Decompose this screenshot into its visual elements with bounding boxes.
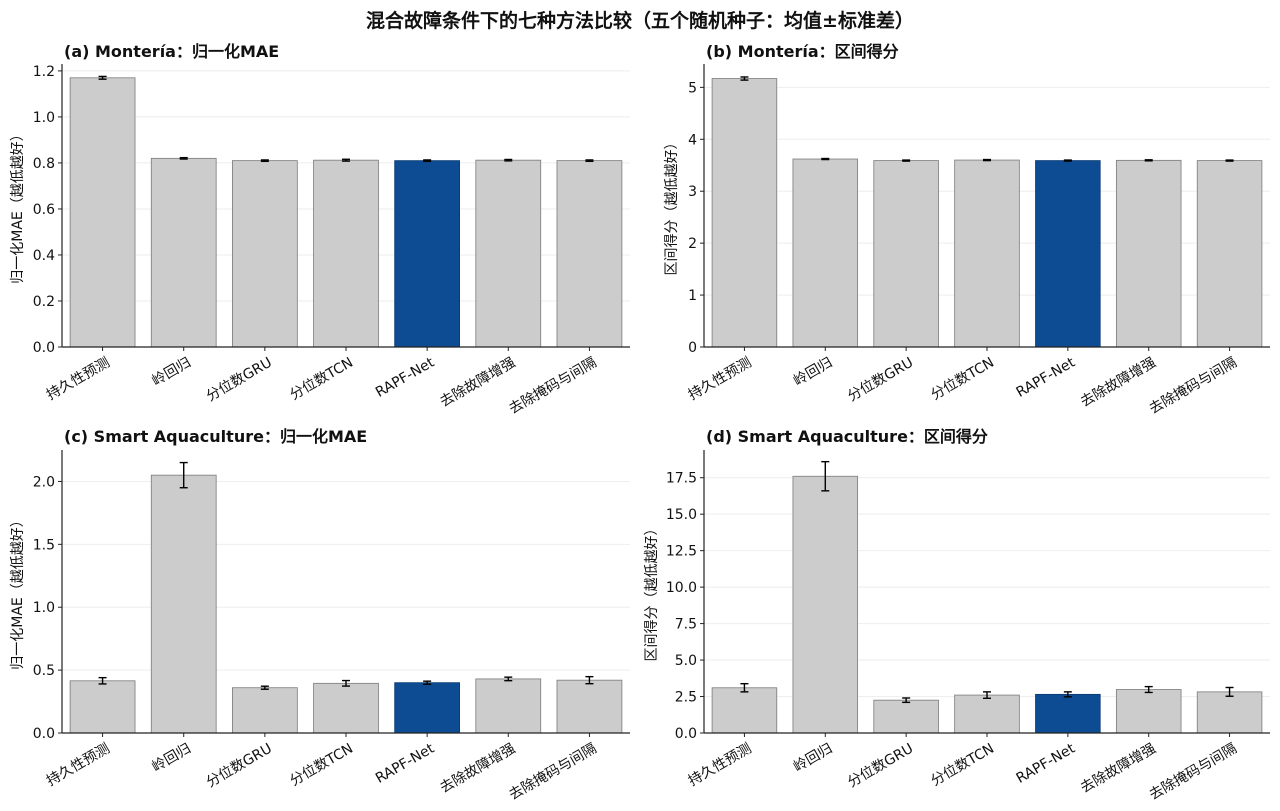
y-tick-label: 2: [688, 236, 697, 252]
x-tick-label: 去除故障增强: [438, 355, 519, 411]
y-axis-label: 归一化MAE（越低越好）: [9, 513, 26, 670]
bar-c-5: [394, 682, 460, 734]
bar-d-2: [792, 475, 859, 734]
x-tick-label: 分位数GRU: [204, 355, 275, 405]
x-tick-label: 持久性预测: [44, 355, 113, 404]
y-tick-label: 1: [688, 288, 697, 304]
chart-d: 0.0 2.5 5.0 7.5 10.0 12.5 15.0 17.5 持久性预测 岭回归 分位数G…: [643, 427, 1270, 803]
bar-b-6: [1115, 159, 1182, 348]
y-tick-label: 1.0: [33, 110, 55, 126]
y-tick-label: 0.4: [33, 248, 55, 264]
x-tick-label: RAPF-Net: [1014, 740, 1079, 787]
x-tick-label: 岭回归: [790, 354, 835, 390]
bar-a-1: [69, 77, 136, 348]
y-tick-label: 0: [688, 340, 697, 356]
bar-c-4: [313, 682, 379, 734]
x-tick-label: 岭回归: [149, 740, 194, 776]
bar-b-3: [873, 160, 939, 348]
x-tick-label: 去除掩码与间隔: [1147, 355, 1240, 418]
bar-a-7: [556, 160, 623, 348]
chart-title: (a) Montería：归一化MAE: [64, 42, 279, 61]
bar-c-7: [556, 679, 623, 734]
x-tick-label: 分位数GRU: [204, 741, 275, 791]
bar-c-1: [69, 680, 136, 734]
y-axis-label: 区间得分（越低越好）: [663, 136, 680, 276]
x-tick-label: 分位数GRU: [845, 355, 916, 405]
bar-d-7: [1196, 691, 1263, 734]
bar-c-3: [231, 687, 298, 734]
y-tick-label: 2.5: [675, 690, 697, 706]
chart-title: (b) Montería：区间得分: [706, 42, 899, 61]
y-tick-label: 0.0: [33, 340, 55, 356]
bar-a-6: [475, 159, 542, 348]
bar-b-1: [711, 78, 778, 348]
x-tick-label: RAPF-Net: [373, 354, 438, 401]
figure-title: 混合故障条件下的七种方法比较（五个随机种子：均值±标准差）: [366, 9, 914, 32]
y-tick-label: 5.0: [675, 653, 697, 669]
y-tick-label: 1.2: [33, 64, 55, 80]
x-tick-label: RAPF-Net: [373, 740, 438, 787]
bar-d-4: [954, 694, 1020, 734]
chart-title: (d) Smart Aquaculture：区间得分: [706, 427, 988, 446]
x-tick-label: 持久性预测: [686, 741, 755, 790]
x-tick-label: 岭回归: [790, 740, 835, 776]
y-tick-label: 12.5: [666, 544, 697, 560]
bar-d-6: [1115, 689, 1182, 734]
y-tick-label: 1.5: [33, 537, 55, 553]
y-axis-label: 区间得分（越低越好）: [643, 522, 660, 662]
x-tick-label: 去除掩码与间隔: [507, 355, 600, 418]
bar-a-5: [394, 160, 460, 348]
x-tick-label: 分位数GRU: [845, 741, 916, 791]
bar-c-6: [475, 678, 542, 734]
bar-a-4: [313, 159, 379, 348]
y-tick-label: 5: [688, 80, 697, 96]
x-tick-label: 持久性预测: [44, 741, 113, 790]
bar-a-3: [231, 160, 298, 348]
y-tick-label: 4: [688, 132, 697, 148]
y-tick-label: 0.2: [33, 294, 55, 310]
bar-b-7: [1196, 160, 1263, 348]
x-tick-label: 去除故障增强: [1078, 355, 1159, 411]
bar-b-4: [954, 159, 1020, 348]
bar-b-2: [792, 158, 859, 348]
x-tick-label: 分位数TCN: [287, 355, 356, 404]
x-tick-label: 去除故障增强: [1078, 741, 1159, 797]
x-tick-label: 去除故障增强: [438, 741, 519, 797]
y-tick-label: 0.5: [33, 663, 55, 679]
x-tick-label: 岭回归: [149, 354, 194, 390]
x-tick-label: 去除掩码与间隔: [507, 741, 600, 804]
chart-title: (c) Smart Aquaculture：归一化MAE: [64, 427, 367, 446]
y-tick-label: 0.8: [33, 156, 55, 172]
x-tick-label: 持久性预测: [686, 355, 755, 404]
y-tick-label: 3: [688, 184, 697, 200]
y-tick-label: 15.0: [666, 507, 697, 523]
y-tick-label: 7.5: [675, 617, 697, 633]
bar-d-5: [1035, 693, 1101, 734]
bar-d-1: [711, 687, 778, 734]
x-tick-label: 分位数TCN: [287, 741, 356, 790]
y-tick-label: 0.0: [675, 726, 697, 742]
x-tick-label: 分位数TCN: [928, 741, 997, 790]
bar-b-5: [1035, 160, 1101, 348]
bar-d-3: [873, 699, 939, 734]
y-axis-label: 归一化MAE（越低越好）: [9, 127, 26, 284]
y-tick-label: 1.0: [33, 600, 55, 616]
chart-b: 0 1 2 3 4 5 持久性预测 岭回归 分位数GRU 分位数TCN RAPF-Net 去除故障增强…: [663, 42, 1270, 417]
chart-c: 0.0 0.5 1.0 1.5 2.0 持久性预测 岭回归 分位数GRU 分位数TCN RAPF-…: [9, 427, 630, 803]
y-tick-label: 2.0: [33, 474, 55, 490]
bar-c-2: [150, 474, 217, 734]
y-tick-label: 10.0: [666, 580, 697, 596]
x-tick-label: RAPF-Net: [1014, 354, 1079, 401]
x-tick-label: 去除掩码与间隔: [1147, 741, 1240, 804]
y-tick-label: 0.6: [33, 202, 55, 218]
chart-a: 0.0 0.2 0.4 0.6 0.8 1.0 1.2 持久性预测 岭回归 分位数GRU 分位数TC…: [9, 42, 630, 417]
y-tick-label: 0.0: [33, 726, 55, 742]
x-tick-label: 分位数TCN: [928, 355, 997, 404]
bar-a-2: [150, 157, 217, 348]
y-tick-label: 17.5: [666, 471, 697, 487]
